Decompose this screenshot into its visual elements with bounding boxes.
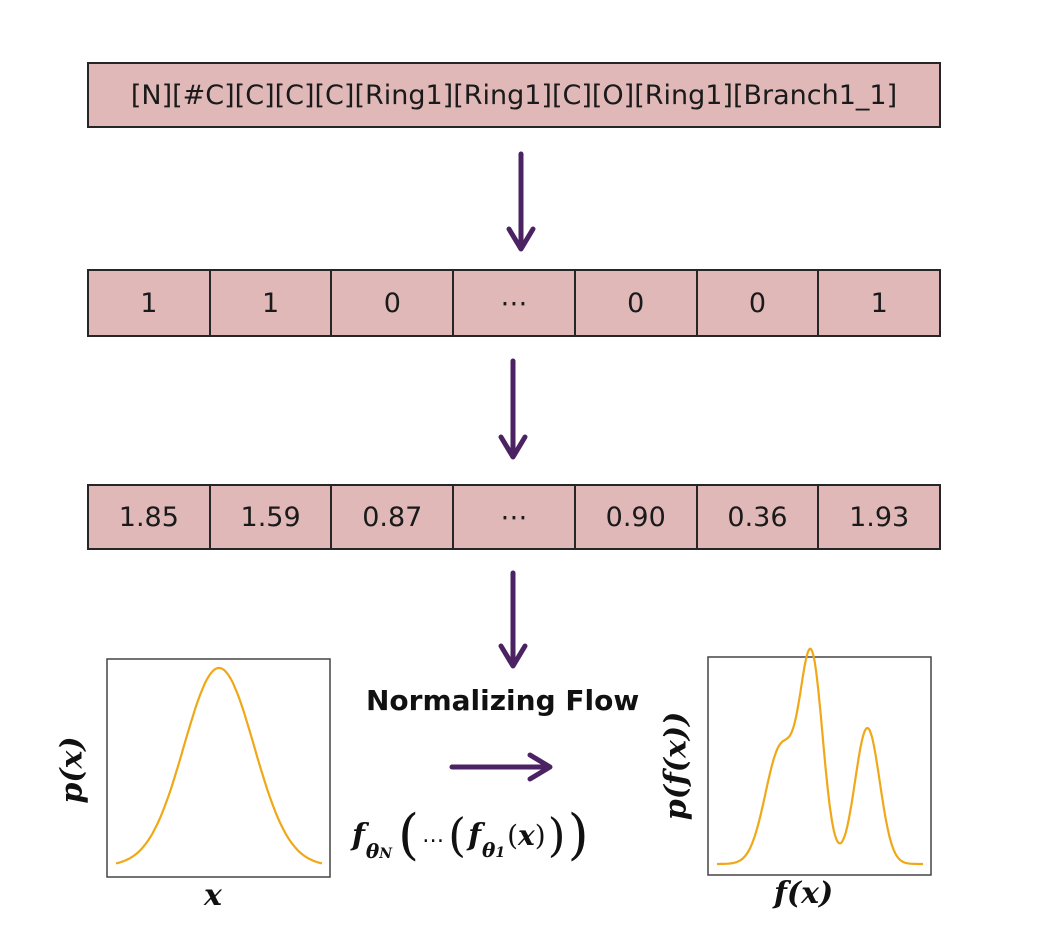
- float-cell: 1.93: [849, 501, 910, 533]
- formula-theta-1: θ: [481, 838, 496, 862]
- float-cell: 0.36: [698, 486, 820, 548]
- formula-sub-1: 1: [495, 845, 506, 861]
- left-plot-frame: [106, 658, 331, 878]
- float-vector-row: 1.85 1.59 0.87 ⋯ 0.90 0.36 1.93: [87, 484, 941, 550]
- left-plot-xlabel: x: [204, 878, 222, 913]
- binary-cell: 1: [870, 287, 888, 319]
- flow-title: Normalizing Flow: [366, 684, 640, 717]
- left-plot-curve: [115, 666, 323, 865]
- formula-paren-open-outer: (: [398, 803, 420, 866]
- formula-theta-N: θ: [365, 839, 380, 863]
- right-arrow: [449, 752, 553, 782]
- binary-cell: 1: [89, 271, 211, 335]
- float-cell: 1.59: [211, 486, 333, 548]
- formula-paren-open-inner: (: [448, 808, 467, 862]
- formula-paren-open-x: (: [507, 818, 519, 852]
- binary-cell: 0: [698, 271, 820, 335]
- formula-f-outer: f: [352, 817, 365, 853]
- formula-f-inner: f: [468, 817, 481, 853]
- formula-ellipsis: …: [422, 822, 445, 848]
- formula-paren-close-outer: ): [567, 803, 589, 866]
- binary-cell: 0: [576, 271, 698, 335]
- right-plot-xlabel: f(x): [774, 876, 834, 911]
- right-plot-frame: [707, 656, 932, 876]
- formula-sub-N: N: [379, 846, 393, 862]
- binary-cell: 1: [211, 271, 333, 335]
- formula-paren-close-x: ): [534, 818, 546, 852]
- right-plot-ylabel: p(f(x)): [658, 711, 694, 821]
- binary-cell: 0: [332, 271, 455, 335]
- binary-vector-row: 1 1 0 ⋯ 0 0 1: [87, 269, 941, 337]
- binary-cell-ellipsis: ⋯: [454, 271, 576, 335]
- float-cell: 0.90: [576, 486, 698, 548]
- float-cell: 1.85: [89, 486, 211, 548]
- selfies-string: [N][#C][C][C][C][Ring1][Ring1][C][O][Rin…: [130, 79, 898, 111]
- float-cell-ellipsis: ⋯: [454, 486, 576, 548]
- float-cell: 0.87: [332, 486, 455, 548]
- flow-formula: f θ N ( … ( f θ 1 ( x ) ) ): [352, 800, 589, 870]
- right-plot-curve: [717, 647, 923, 866]
- formula-paren-close-inner: ): [547, 808, 566, 862]
- down-arrow-3: [498, 570, 528, 669]
- left-plot-ylabel: p(x): [54, 736, 90, 804]
- down-arrow-2: [498, 358, 528, 460]
- formula-x: x: [518, 818, 535, 852]
- selfies-box: [N][#C][C][C][C][Ring1][Ring1][C][O][Rin…: [87, 62, 941, 128]
- down-arrow-1: [506, 151, 536, 252]
